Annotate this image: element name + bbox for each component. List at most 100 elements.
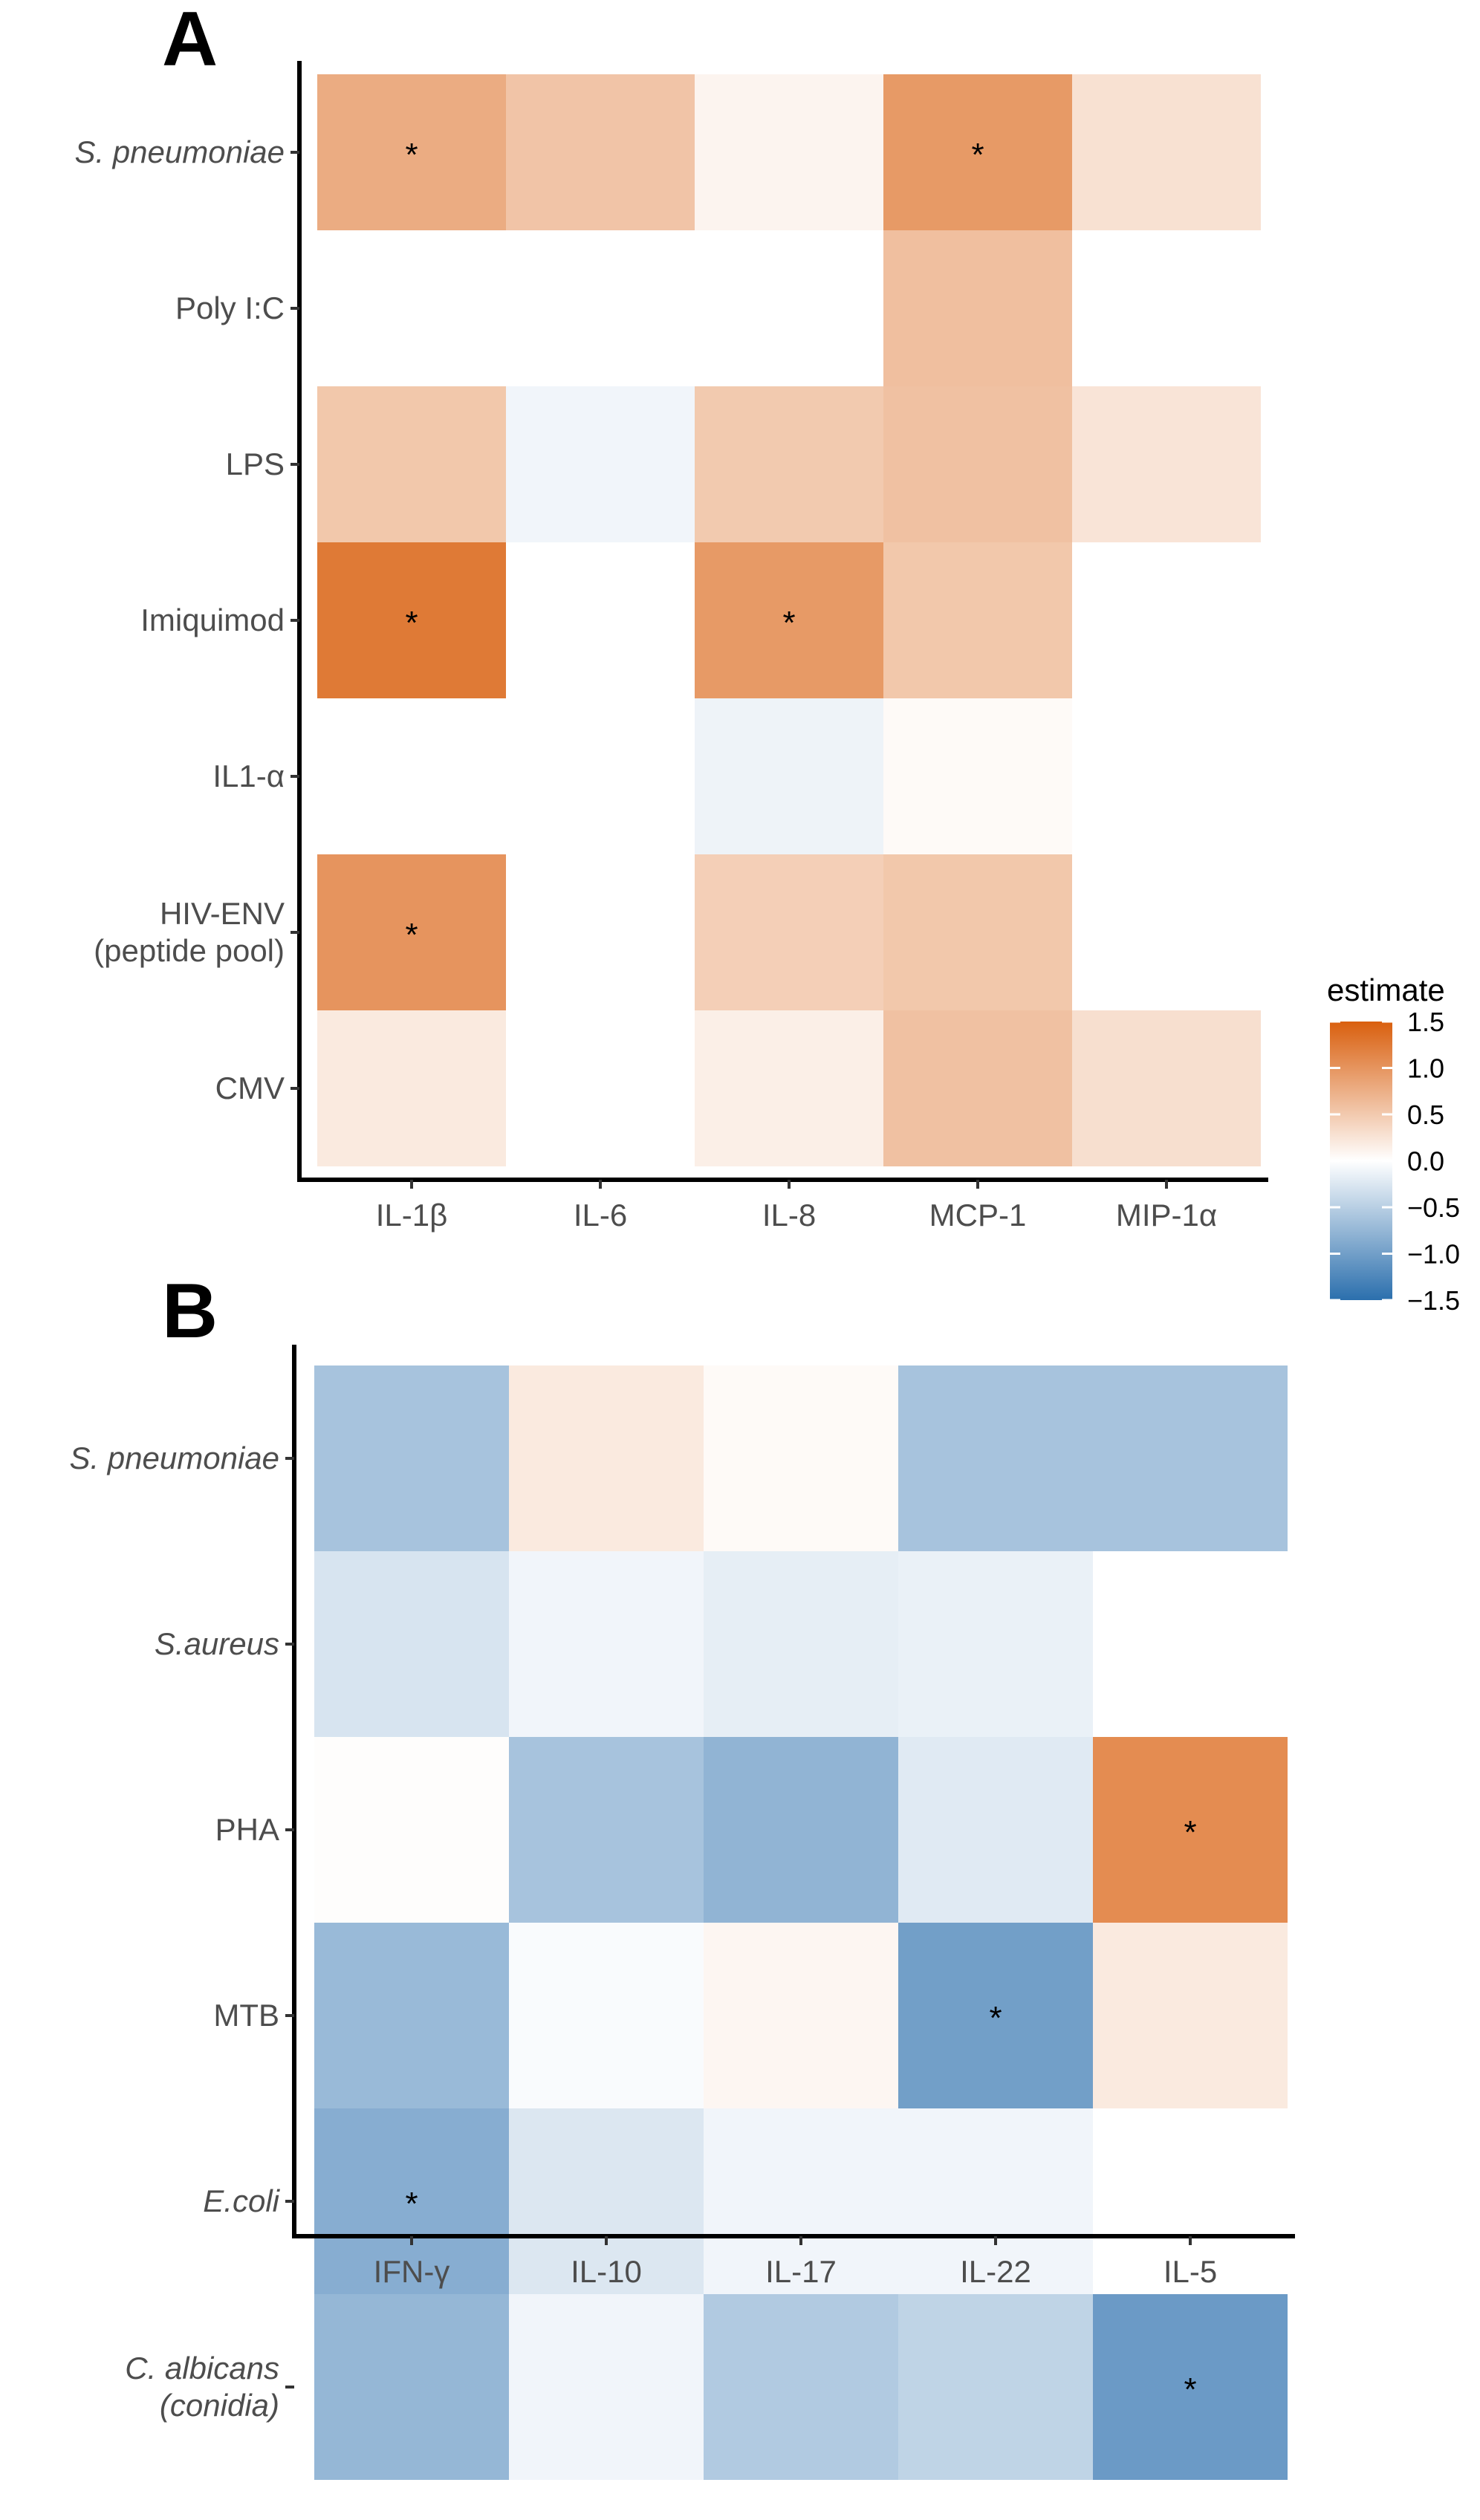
significance-marker: * — [989, 2000, 1002, 2036]
heatmap-cell — [317, 854, 506, 1010]
heatmap-cell — [695, 1010, 883, 1166]
x-tick-label: IL-1β — [376, 1198, 448, 1233]
significance-marker: * — [405, 137, 418, 173]
heatmap-cell — [317, 542, 506, 698]
y-tick-label: C. albicans (conidia) — [125, 2351, 279, 2423]
x-tick-label: MIP-1α — [1116, 1198, 1217, 1233]
x-tick-label: IL-17 — [765, 2254, 837, 2289]
x-tick-label: IL-8 — [762, 1198, 816, 1233]
heatmap-cell — [898, 1551, 1093, 1737]
legend-tick-label: 1.0 — [1407, 1053, 1444, 1084]
heatmap-cell — [317, 1010, 506, 1166]
heatmap-cell — [314, 1551, 509, 1737]
x-tick-label: IL-6 — [574, 1198, 627, 1233]
y-tick-label: IL1-α — [212, 759, 285, 793]
panel-a-heatmap: A * * * * * S. pneumoniae Poly I:C LPS Imiquimod I… — [74, 0, 1268, 1233]
y-tick-label: S. pneumoniae — [69, 1441, 279, 1475]
x-tick-label: IL-10 — [571, 2254, 642, 2289]
legend-tick-label: −1.5 — [1407, 1285, 1460, 1316]
heatmap-cell — [314, 2294, 509, 2480]
heatmap-cell — [1093, 1923, 1288, 2108]
y-tick-label: MTB — [213, 1998, 279, 2033]
heatmap-cell — [898, 1923, 1093, 2108]
y-tick-label: S. pneumoniae — [74, 134, 285, 169]
heatmap-cell — [695, 698, 883, 854]
heatmap-cell — [898, 2108, 1093, 2294]
heatmap-cell — [314, 1923, 509, 2108]
heatmap-cell — [898, 1365, 1093, 1551]
heatmap-cell — [704, 2294, 898, 2480]
heatmap-cell — [314, 2108, 509, 2294]
y-tick-label-line: MTB — [213, 1998, 279, 2033]
heatmap-cell — [506, 386, 695, 542]
heatmap-cell — [317, 74, 506, 230]
heatmap-cell — [314, 1365, 509, 1551]
x-tick-label: IL-5 — [1163, 2254, 1217, 2289]
heatmap-cell — [883, 386, 1072, 542]
heatmap-cell — [314, 1737, 509, 1923]
y-tick-label: LPS — [226, 446, 285, 481]
heatmap-cell — [704, 2108, 898, 2294]
y-tick-label-line: Imiquimod — [140, 603, 285, 637]
heatmap-cell — [1072, 386, 1261, 542]
y-tick-label-line: C. albicans — [125, 2351, 279, 2386]
heatmap-cell — [883, 542, 1072, 698]
heatmap-cell — [695, 386, 883, 542]
y-tick-label-line: HIV-ENV — [160, 896, 285, 931]
legend-tick-label: 1.5 — [1407, 1007, 1444, 1037]
y-tick-label: Imiquimod — [140, 603, 285, 637]
y-tick-label: Poly I:C — [175, 290, 285, 325]
heatmap-cell — [317, 386, 506, 542]
y-tick-label-line: Poly I:C — [175, 290, 285, 325]
panel-letter-a: A — [162, 0, 218, 82]
heatmap-cell — [704, 1737, 898, 1923]
y-tick-label: HIV-ENV (peptide pool) — [94, 896, 285, 968]
heatmap-cell — [695, 74, 883, 230]
heatmap-cell — [898, 2294, 1093, 2480]
heatmap-cell — [695, 542, 883, 698]
heatmap-cell — [883, 74, 1072, 230]
significance-marker: * — [971, 137, 984, 173]
heatmap-cell — [898, 1737, 1093, 1923]
legend-tick-label: −0.5 — [1407, 1192, 1460, 1223]
heatmap-cell — [695, 854, 883, 1010]
heatmap-cell — [509, 2294, 704, 2480]
significance-marker: * — [1184, 2371, 1196, 2408]
y-tick-label-line: PHA — [215, 1812, 279, 1847]
heatmap-cell — [883, 230, 1072, 386]
y-tick-label: E.coli — [203, 2183, 280, 2218]
significance-marker: * — [1184, 1814, 1196, 1851]
legend-title: estimate — [1327, 972, 1445, 1007]
heatmap-cell — [509, 1365, 704, 1551]
panel-b-heatmap: B * * * * S. pneumoniae S.aureus PHA MTB E.coli C.… — [69, 1268, 1295, 2480]
heatmap-cell — [704, 1551, 898, 1737]
heatmap-cell — [883, 698, 1072, 854]
legend-tick-label: 0.0 — [1407, 1146, 1444, 1177]
heatmap-cell — [883, 1010, 1072, 1166]
y-tick-label-line: S. pneumoniae — [74, 134, 285, 169]
y-tick-label: CMV — [215, 1071, 285, 1105]
x-tick-label: IFN-γ — [374, 2254, 450, 2289]
heatmap-cell — [704, 1365, 898, 1551]
significance-marker: * — [405, 2186, 418, 2222]
significance-marker: * — [405, 605, 418, 641]
y-tick-label-line: IL1-α — [212, 759, 285, 793]
heatmap-cell — [509, 1551, 704, 1737]
legend-tick-label: −1.0 — [1407, 1239, 1460, 1270]
x-tick-label: MCP-1 — [929, 1198, 1027, 1233]
y-tick-label-line: LPS — [226, 446, 285, 481]
y-tick-label: PHA — [215, 1812, 279, 1847]
significance-marker: * — [405, 917, 418, 953]
legend-tick-label: 0.5 — [1407, 1100, 1444, 1130]
y-tick-label-line: CMV — [215, 1071, 285, 1105]
heatmap-cell — [506, 74, 695, 230]
x-tick-label: IL-22 — [960, 2254, 1031, 2289]
heatmap-cell — [704, 1923, 898, 2108]
y-tick-label-line: E.coli — [203, 2183, 280, 2218]
heatmap-cell — [509, 1923, 704, 2108]
y-tick-label-line: S.aureus — [155, 1626, 279, 1661]
heatmap-cell — [1072, 74, 1261, 230]
heatmap-cell — [1072, 1010, 1261, 1166]
